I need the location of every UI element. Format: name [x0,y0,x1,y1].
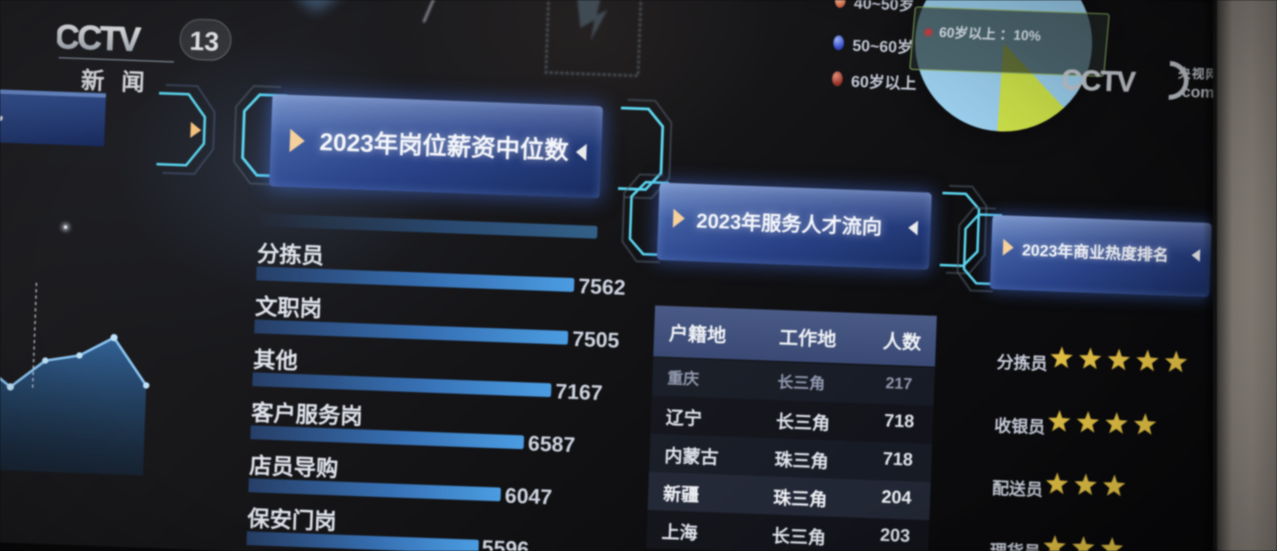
svg-text:CCTV: CCTV [56,18,142,59]
svg-text:13: 13 [189,26,220,57]
svg-text:CCTV: CCTV [1062,64,1136,99]
